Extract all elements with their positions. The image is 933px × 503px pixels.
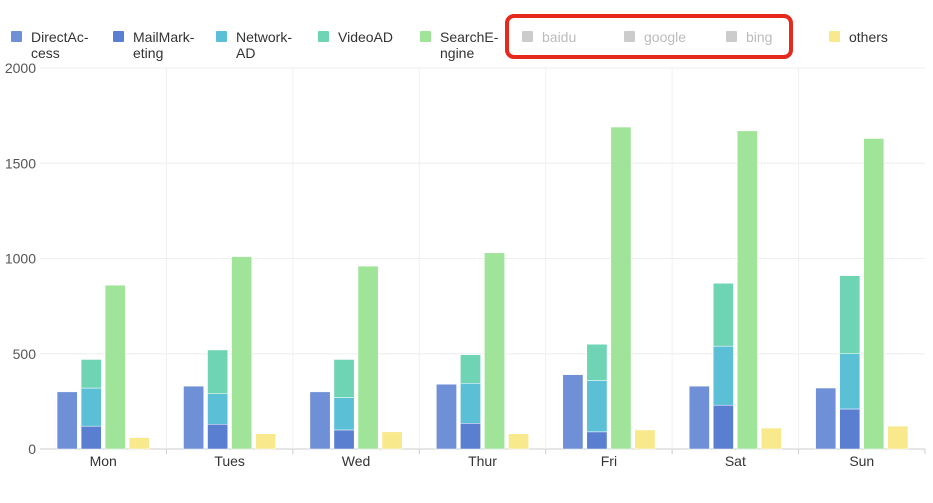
bar-networkad[interactable]: [80, 387, 102, 427]
bar-networkad[interactable]: [333, 397, 355, 431]
bar-others[interactable]: [255, 433, 277, 450]
legend-label: DirectAc-: [31, 29, 89, 45]
bar-directaccess[interactable]: [309, 391, 331, 450]
legend-swatch: [829, 31, 840, 42]
legend-item[interactable]: bing: [726, 29, 772, 45]
legend-label: baidu: [542, 29, 576, 45]
legend-item[interactable]: DirectAc-cess: [11, 29, 89, 61]
bar-directaccess[interactable]: [436, 383, 457, 450]
bar-networkad[interactable]: [460, 383, 481, 424]
x-tick-label: Mon: [90, 453, 117, 469]
x-tick-label: Thur: [468, 453, 497, 469]
legend-label: ngine: [440, 45, 474, 61]
legend-item[interactable]: VideoAD: [318, 29, 393, 45]
legend-label: bing: [746, 29, 772, 45]
bar-networkad[interactable]: [839, 353, 861, 410]
bar-networkad[interactable]: [207, 393, 228, 425]
bar-mailmarketing[interactable]: [839, 408, 861, 450]
bar-videoad[interactable]: [207, 349, 228, 395]
bar-searchengine[interactable]: [863, 138, 885, 450]
bar-mailmarketing[interactable]: [333, 429, 355, 450]
bar-directaccess[interactable]: [183, 385, 204, 450]
x-tick-label: Fri: [601, 453, 617, 469]
grid-layer: [40, 67, 925, 450]
legend-swatch: [318, 31, 329, 42]
legend-item[interactable]: baidu: [522, 29, 576, 45]
bar-networkad[interactable]: [586, 380, 608, 433]
legend-label: google: [644, 29, 686, 45]
bar-directaccess[interactable]: [688, 385, 710, 450]
bar-videoad[interactable]: [839, 275, 861, 354]
bar-directaccess[interactable]: [56, 391, 78, 450]
legend-swatch: [11, 31, 22, 42]
y-tick-label: 0: [28, 441, 36, 457]
bars-layer: [56, 126, 909, 450]
bar-others[interactable]: [887, 425, 909, 450]
x-tick-label: Wed: [342, 453, 371, 469]
legend-item[interactable]: others: [829, 29, 888, 45]
x-tick-label: Sat: [725, 453, 746, 469]
bar-others[interactable]: [508, 433, 529, 450]
bar-searchengine[interactable]: [357, 265, 379, 450]
bar-videoad[interactable]: [460, 354, 481, 384]
bar-videoad[interactable]: [333, 359, 355, 398]
bar-searchengine[interactable]: [104, 284, 126, 450]
bar-others[interactable]: [128, 437, 150, 450]
bar-searchengine[interactable]: [610, 126, 632, 450]
bar-mailmarketing[interactable]: [712, 404, 734, 450]
legend-item[interactable]: SearchE-ngine: [420, 29, 499, 61]
bar-mailmarketing[interactable]: [80, 425, 102, 450]
legend-item[interactable]: Network-AD: [216, 29, 292, 61]
x-tick-label: Tues: [214, 453, 245, 469]
legend-item[interactable]: MailMark-eting: [113, 29, 195, 61]
legend-label: others: [849, 29, 888, 45]
bar-others[interactable]: [381, 431, 403, 450]
bar-directaccess[interactable]: [562, 374, 584, 450]
bar-mailmarketing[interactable]: [460, 423, 481, 450]
y-tick-label: 1000: [5, 251, 36, 267]
axis-layer: 0 500 1000 1500 2000 Mon Tues Wed Thur Fri Sat Sun: [5, 60, 926, 469]
bar-searchengine[interactable]: [737, 130, 758, 450]
bar-mailmarketing[interactable]: [207, 423, 228, 450]
bar-networkad[interactable]: [712, 345, 734, 406]
legend-label: AD: [236, 45, 255, 61]
bar-others[interactable]: [634, 429, 656, 450]
bar-videoad[interactable]: [586, 343, 608, 381]
y-tick-label: 500: [13, 346, 37, 362]
legend-swatch: [522, 31, 533, 42]
legend-swatch: [113, 31, 124, 42]
y-tick-label: 2000: [5, 60, 36, 76]
legend-swatch: [624, 31, 635, 42]
legend[interactable]: DirectAc-cess MailMark-eting Network-AD Vid…: [11, 14, 888, 61]
legend-label: cess: [31, 45, 60, 61]
legend-item[interactable]: google: [624, 29, 686, 45]
bar-mailmarketing[interactable]: [586, 431, 608, 450]
y-tick-label: 1500: [5, 155, 36, 171]
bar-videoad[interactable]: [712, 283, 734, 347]
legend-swatch: [726, 31, 737, 42]
legend-swatch: [216, 31, 227, 42]
legend-label: eting: [133, 45, 163, 61]
x-tick-label: Sun: [849, 453, 874, 469]
highlight-box: [505, 14, 793, 59]
bar-directaccess[interactable]: [815, 387, 837, 450]
bar-searchengine[interactable]: [231, 256, 253, 450]
legend-label: Network-: [236, 29, 292, 45]
legend-label: VideoAD: [338, 29, 393, 45]
legend-label: MailMark-: [133, 29, 195, 45]
bar-searchengine[interactable]: [484, 252, 505, 450]
bar-others[interactable]: [761, 427, 782, 450]
bar-videoad[interactable]: [80, 359, 102, 389]
legend-swatch: [420, 31, 431, 42]
legend-label: SearchE-: [440, 29, 499, 45]
